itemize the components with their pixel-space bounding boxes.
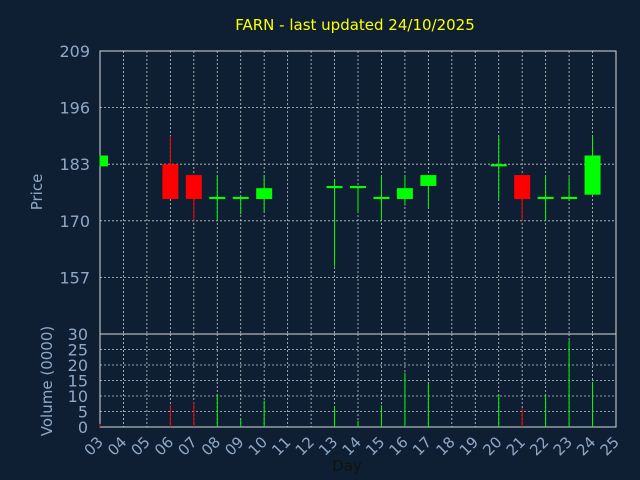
x-tick-label: 19 — [456, 433, 482, 459]
candle-body — [490, 164, 507, 167]
x-tick-label: 17 — [409, 433, 435, 459]
volume-tick-label: 15 — [68, 372, 88, 391]
volume-tick-label: 30 — [68, 325, 88, 344]
candle-body — [100, 155, 108, 167]
candle-body — [584, 155, 601, 195]
x-tick-label: 15 — [362, 433, 388, 459]
volume-tick-label: 5 — [78, 403, 88, 422]
price-panel: 209 196 183 170 157 — [59, 42, 617, 335]
price-tick-label: 170 — [59, 212, 90, 231]
x-tick-label: 24 — [573, 433, 599, 459]
x-tick-label: 21 — [503, 433, 529, 459]
volume-tick-label: 25 — [68, 341, 88, 360]
candle-body — [537, 196, 554, 200]
price-tick-label: 157 — [59, 268, 90, 287]
x-tick-label: 20 — [479, 433, 505, 459]
x-tick-label: 25 — [597, 433, 623, 459]
x-tick-label: 03 — [81, 433, 107, 459]
x-tick-label: 12 — [292, 433, 318, 459]
x-tick-label: 22 — [526, 433, 552, 459]
x-tick-label: 05 — [128, 433, 154, 459]
volume-tick-label: 10 — [68, 387, 88, 406]
candle-body — [396, 188, 413, 200]
x-axis-ticks: 0304050607080910111213141516171819202122… — [81, 433, 623, 459]
price-axis-label: Price — [28, 174, 46, 211]
candle-body — [326, 185, 343, 189]
x-tick-label: 23 — [550, 433, 576, 459]
candle-body — [514, 175, 531, 200]
candle-body — [232, 196, 249, 200]
x-tick-label: 14 — [339, 433, 365, 459]
candle-body — [420, 175, 437, 186]
chart-title: FARN - last updated 24/10/2025 — [235, 16, 475, 34]
x-tick-label: 10 — [245, 433, 271, 459]
candle-body — [162, 164, 179, 200]
price-tick-label: 183 — [59, 155, 90, 174]
x-tick-label: 11 — [268, 433, 294, 459]
candle-body — [561, 196, 578, 200]
x-tick-label: 04 — [104, 433, 130, 459]
x-axis-label: Day — [332, 457, 362, 475]
x-tick-label: 08 — [198, 433, 224, 459]
volume-axis-label: Volume (0000) — [38, 326, 56, 436]
volume-tick-label: 20 — [68, 356, 88, 375]
candle-body — [185, 175, 202, 200]
x-tick-label: 06 — [151, 433, 177, 459]
price-tick-label: 196 — [59, 99, 90, 118]
candle-body — [256, 188, 273, 200]
candle-body — [350, 185, 366, 189]
x-tick-label: 09 — [221, 433, 247, 459]
x-tick-label: 13 — [315, 433, 341, 459]
x-tick-label: 16 — [386, 433, 412, 459]
x-tick-label: 07 — [174, 433, 200, 459]
volume-tick-label: 0 — [78, 418, 88, 437]
x-tick-label: 18 — [432, 433, 458, 459]
candle-body — [209, 196, 226, 200]
price-tick-label: 209 — [59, 42, 90, 61]
candle-body — [373, 196, 390, 200]
